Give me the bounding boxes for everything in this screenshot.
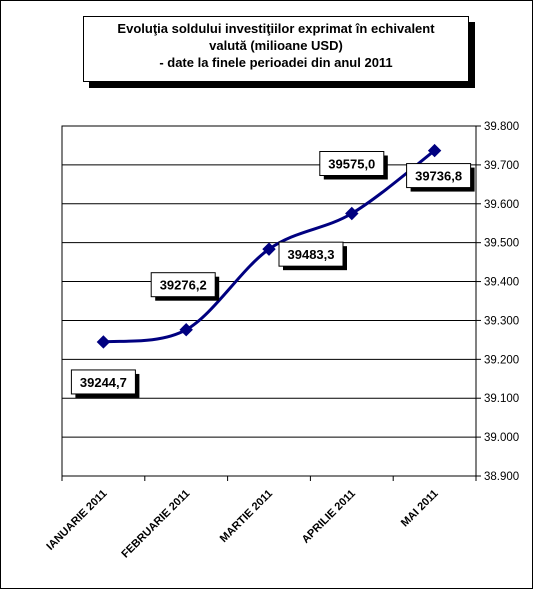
y-tick-label: 39.200: [484, 354, 519, 366]
data-label-text: 39483,3: [288, 247, 335, 262]
x-tick-label: IANUARIE 2011: [44, 488, 109, 553]
chart-title-line-1: Evoluţia soldului investiţiilor exprimat…: [117, 21, 435, 36]
data-label-text: 39244,7: [80, 375, 127, 390]
data-point-marker: [179, 322, 193, 337]
chart-title-line-2: valută (milioane USD): [209, 38, 343, 53]
data-label: 39483,3: [278, 241, 347, 271]
x-tick-label: APRILIE 2011: [300, 488, 358, 546]
x-tick-label: FEBRUARIE 2011: [119, 488, 192, 561]
data-label-text: 39575,0: [328, 157, 375, 172]
data-label: 39244,7: [70, 369, 140, 398]
y-tick-label: 38.900: [484, 471, 519, 483]
data-label-text: 39736,8: [415, 169, 462, 184]
y-tick-label: 39.700: [484, 160, 519, 172]
y-tick-label: 39.600: [484, 199, 519, 211]
x-tick-label: MAI 2011: [399, 488, 441, 530]
y-tick-label: 39.100: [484, 393, 519, 405]
y-tick-label: 39.800: [484, 121, 519, 133]
data-label: 39575,0: [319, 151, 388, 180]
x-axis-ticks: IANUARIE 2011 FEBRUARIE 2011 MARTIE 2011 AP…: [44, 476, 477, 561]
plot-area: [61, 125, 477, 477]
y-axis-ticks: 38.900 39.000 39.100 39.200 39.300 39.400 39.5…: [476, 121, 519, 483]
data-labels: 39244,7 39276,2 39483,3 39575,0 39736,8: [70, 151, 475, 398]
y-tick-label: 39.000: [484, 432, 519, 444]
data-point-marker: [262, 242, 276, 256]
data-point-marker: [96, 335, 111, 349]
series-markers: [96, 143, 442, 349]
x-tick-label: MARTIE 2011: [218, 488, 275, 545]
data-label-text: 39276,2: [160, 278, 207, 293]
chart-title-line-3: - date la finele perioadei din anul 2011: [159, 55, 393, 70]
y-tick-label: 39.500: [484, 238, 519, 250]
data-label: 39276,2: [150, 272, 220, 301]
data-point-marker: [345, 206, 359, 221]
chart-title: Evoluţia soldului investiţiilor exprimat…: [83, 16, 469, 82]
y-tick-label: 39.300: [484, 315, 519, 327]
data-label: 39736,8: [406, 163, 475, 192]
gridlines: [62, 164, 476, 438]
y-tick-label: 39.400: [484, 277, 519, 289]
data-point-marker: [427, 143, 442, 158]
